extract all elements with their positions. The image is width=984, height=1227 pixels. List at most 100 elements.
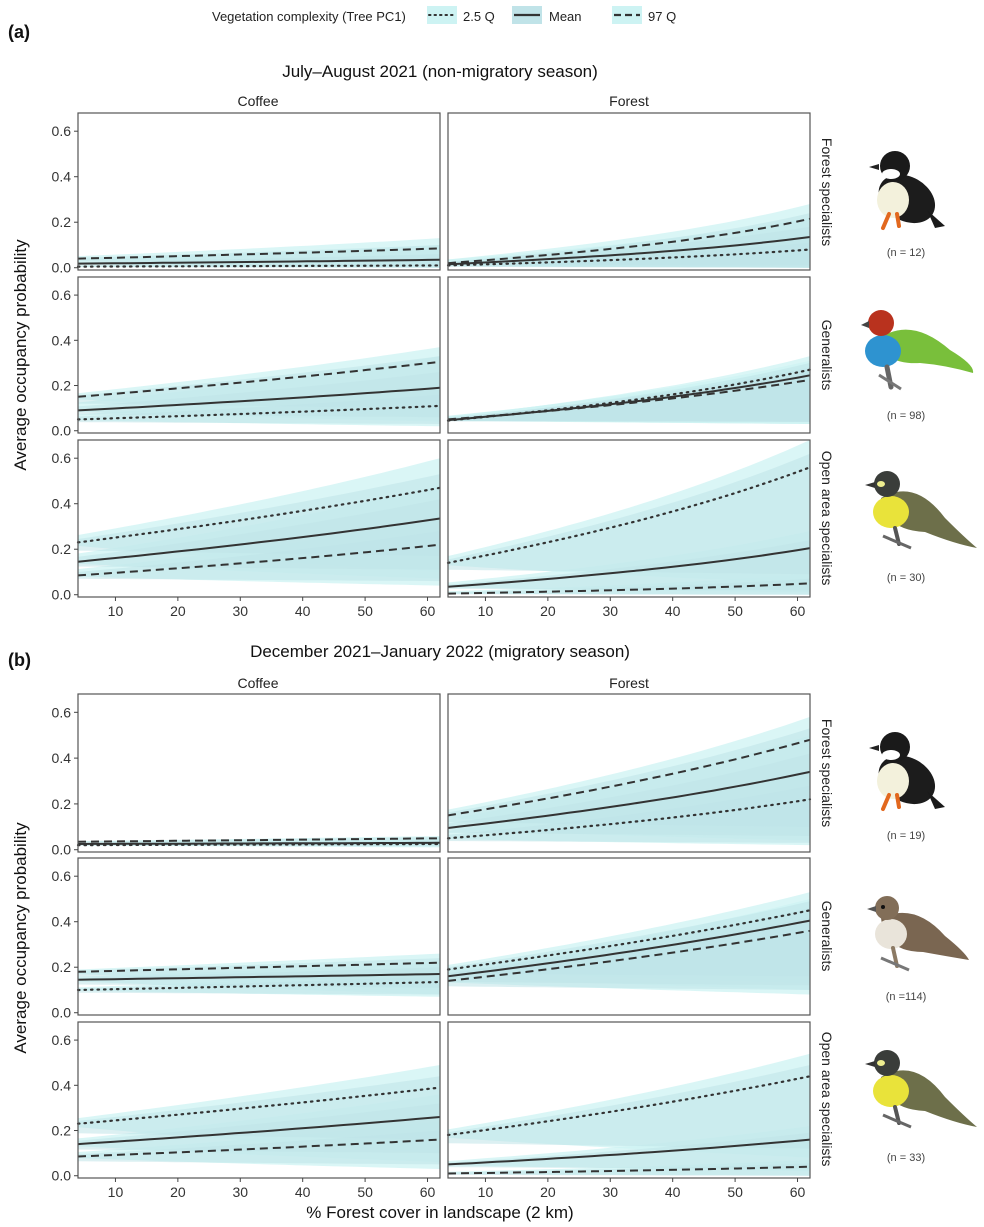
line-q97 bbox=[77, 1138, 441, 1158]
line-mean bbox=[77, 841, 441, 845]
subplot-a-forest-specialists-coffee: 0.0 0.2 0.4 0.6 bbox=[52, 112, 442, 276]
panel-border bbox=[447, 276, 811, 434]
subplot-b-generalists-forest bbox=[446, 857, 812, 1016]
panel-border bbox=[447, 112, 811, 271]
white-breasted-black-bird-icon bbox=[869, 151, 945, 230]
column-strip-b-forest: Forest bbox=[609, 675, 649, 691]
panel-border bbox=[77, 693, 441, 853]
x-tick-label: 20 bbox=[170, 1184, 186, 1200]
panel-border bbox=[77, 1021, 441, 1179]
y-axis-label-b: Average occupancy probability bbox=[11, 822, 30, 1054]
row-strip-a-forest-specialists: Forest specialists bbox=[819, 138, 835, 246]
y-tick-label: 0.4 bbox=[52, 914, 72, 930]
subplot-b-generalists-coffee: 0.0 0.2 0.4 0.6 bbox=[52, 857, 442, 1021]
x-tick-label: 50 bbox=[357, 1184, 373, 1200]
legend-item-q97: 97 Q bbox=[612, 6, 676, 24]
y-tick-label: 0.0 bbox=[52, 587, 72, 603]
ci-band-q97-inner bbox=[448, 728, 810, 827]
line-q25 bbox=[76, 404, 442, 421]
line-q25 bbox=[446, 798, 812, 840]
ci-band-q97-inner bbox=[448, 917, 810, 990]
panel-border bbox=[77, 112, 441, 271]
y-axis-label-a: Average occupancy probability bbox=[11, 239, 30, 471]
yellow-flycatcher-icon bbox=[865, 471, 977, 550]
line-q97 bbox=[77, 543, 441, 577]
x-tick-label: 30 bbox=[232, 1184, 248, 1200]
subplot-b-forest-specialists-forest bbox=[446, 693, 812, 853]
legend-title: Vegetation complexity (Tree PC1) bbox=[212, 9, 406, 24]
species-count-b-generalists: (n =114) bbox=[886, 991, 926, 1003]
panel-title-b: December 2021–January 2022 (migratory se… bbox=[250, 642, 630, 661]
species-count-a-generalists: (n = 98) bbox=[887, 410, 925, 422]
x-tick-label: 60 bbox=[790, 603, 806, 619]
line-q25 bbox=[76, 842, 442, 847]
panel-border bbox=[77, 276, 441, 434]
row-strip-a-generalists: Generalists bbox=[819, 320, 835, 391]
x-tick-label: 10 bbox=[108, 603, 124, 619]
y-tick-label: 0.6 bbox=[52, 450, 72, 466]
line-mean bbox=[447, 1138, 811, 1166]
row-strip-b-forest-specialists: Forest specialists bbox=[819, 719, 835, 827]
y-tick-label: 0.6 bbox=[52, 287, 72, 303]
y-tick-label: 0.4 bbox=[52, 332, 72, 348]
x-axis-label: % Forest cover in landscape (2 km) bbox=[306, 1203, 573, 1222]
panel-border bbox=[77, 857, 441, 1016]
panel-border bbox=[447, 439, 811, 598]
subplot-b-open-area-specialists-coffee: 0.0 0.2 0.4 0.6 10 20 30 40 50 60 bbox=[52, 1021, 442, 1200]
line-mean bbox=[77, 973, 441, 981]
x-tick-label: 10 bbox=[478, 1184, 494, 1200]
row-strip-a-open-area-specialists: Open area specialists bbox=[819, 451, 835, 586]
line-q25 bbox=[446, 248, 812, 267]
y-tick-label: 0.4 bbox=[52, 496, 72, 512]
y-tick-label: 0.0 bbox=[52, 1005, 72, 1021]
ci-band-q97-inner bbox=[448, 578, 810, 595]
y-tick-label: 0.2 bbox=[52, 1123, 72, 1139]
y-tick-label: 0.0 bbox=[52, 842, 72, 858]
y-tick-label: 0.2 bbox=[52, 214, 72, 230]
y-tick-label: 0.0 bbox=[52, 423, 72, 439]
y-tick-label: 0.4 bbox=[52, 750, 72, 766]
bird-illustrations: (n = 12) (n = 98) (n = 30) bbox=[861, 151, 977, 1164]
legend: Vegetation complexity (Tree PC1) 2.5 Q M… bbox=[212, 6, 676, 24]
panel-border bbox=[447, 857, 811, 1016]
x-tick-label: 40 bbox=[665, 1184, 681, 1200]
line-q97 bbox=[77, 247, 441, 260]
y-tick-label: 0.4 bbox=[52, 169, 72, 185]
line-q97 bbox=[447, 1165, 811, 1175]
ci-band-q97-inner bbox=[78, 1130, 440, 1165]
column-strip-a-forest: Forest bbox=[609, 93, 649, 109]
line-q97 bbox=[447, 738, 811, 817]
line-q25 bbox=[446, 909, 812, 971]
x-tick-label: 50 bbox=[727, 1184, 743, 1200]
panel-label-a: (a) bbox=[8, 22, 30, 42]
legend-item-q25: 2.5 Q bbox=[427, 6, 495, 24]
line-q25 bbox=[446, 1075, 812, 1137]
y-tick-label: 0.2 bbox=[52, 541, 72, 557]
line-mean bbox=[447, 770, 811, 829]
line-q97 bbox=[447, 582, 811, 595]
white-breasted-black-bird-icon bbox=[869, 732, 945, 811]
line-q25 bbox=[76, 1086, 442, 1125]
x-tick-label: 20 bbox=[540, 1184, 556, 1200]
ci-band-q97-inner bbox=[448, 213, 810, 266]
x-tick-label: 60 bbox=[420, 1184, 436, 1200]
panel-title-a: July–August 2021 (non-migratory season) bbox=[282, 62, 598, 81]
x-tick-label: 30 bbox=[602, 603, 618, 619]
y-tick-label: 0.0 bbox=[52, 260, 72, 276]
ci-band-q97-inner bbox=[448, 1163, 810, 1176]
x-tick-label: 50 bbox=[727, 603, 743, 619]
legend-label-q97: 97 Q bbox=[648, 9, 676, 24]
y-tick-label: 0.2 bbox=[52, 959, 72, 975]
line-mean bbox=[77, 386, 441, 412]
panel-border bbox=[77, 439, 441, 598]
legend-item-mean: Mean bbox=[512, 6, 582, 24]
y-tick-label: 0.6 bbox=[52, 1032, 72, 1048]
x-tick-label: 60 bbox=[790, 1184, 806, 1200]
species-count-b-open: (n = 33) bbox=[887, 1152, 925, 1164]
subplot-b-forest-specialists-coffee: 0.0 0.2 0.4 0.6 bbox=[52, 693, 442, 858]
column-strip-b-coffee: Coffee bbox=[238, 675, 279, 691]
x-tick-label: 10 bbox=[108, 1184, 124, 1200]
x-tick-label: 40 bbox=[295, 603, 311, 619]
y-tick-label: 0.0 bbox=[52, 1168, 72, 1184]
